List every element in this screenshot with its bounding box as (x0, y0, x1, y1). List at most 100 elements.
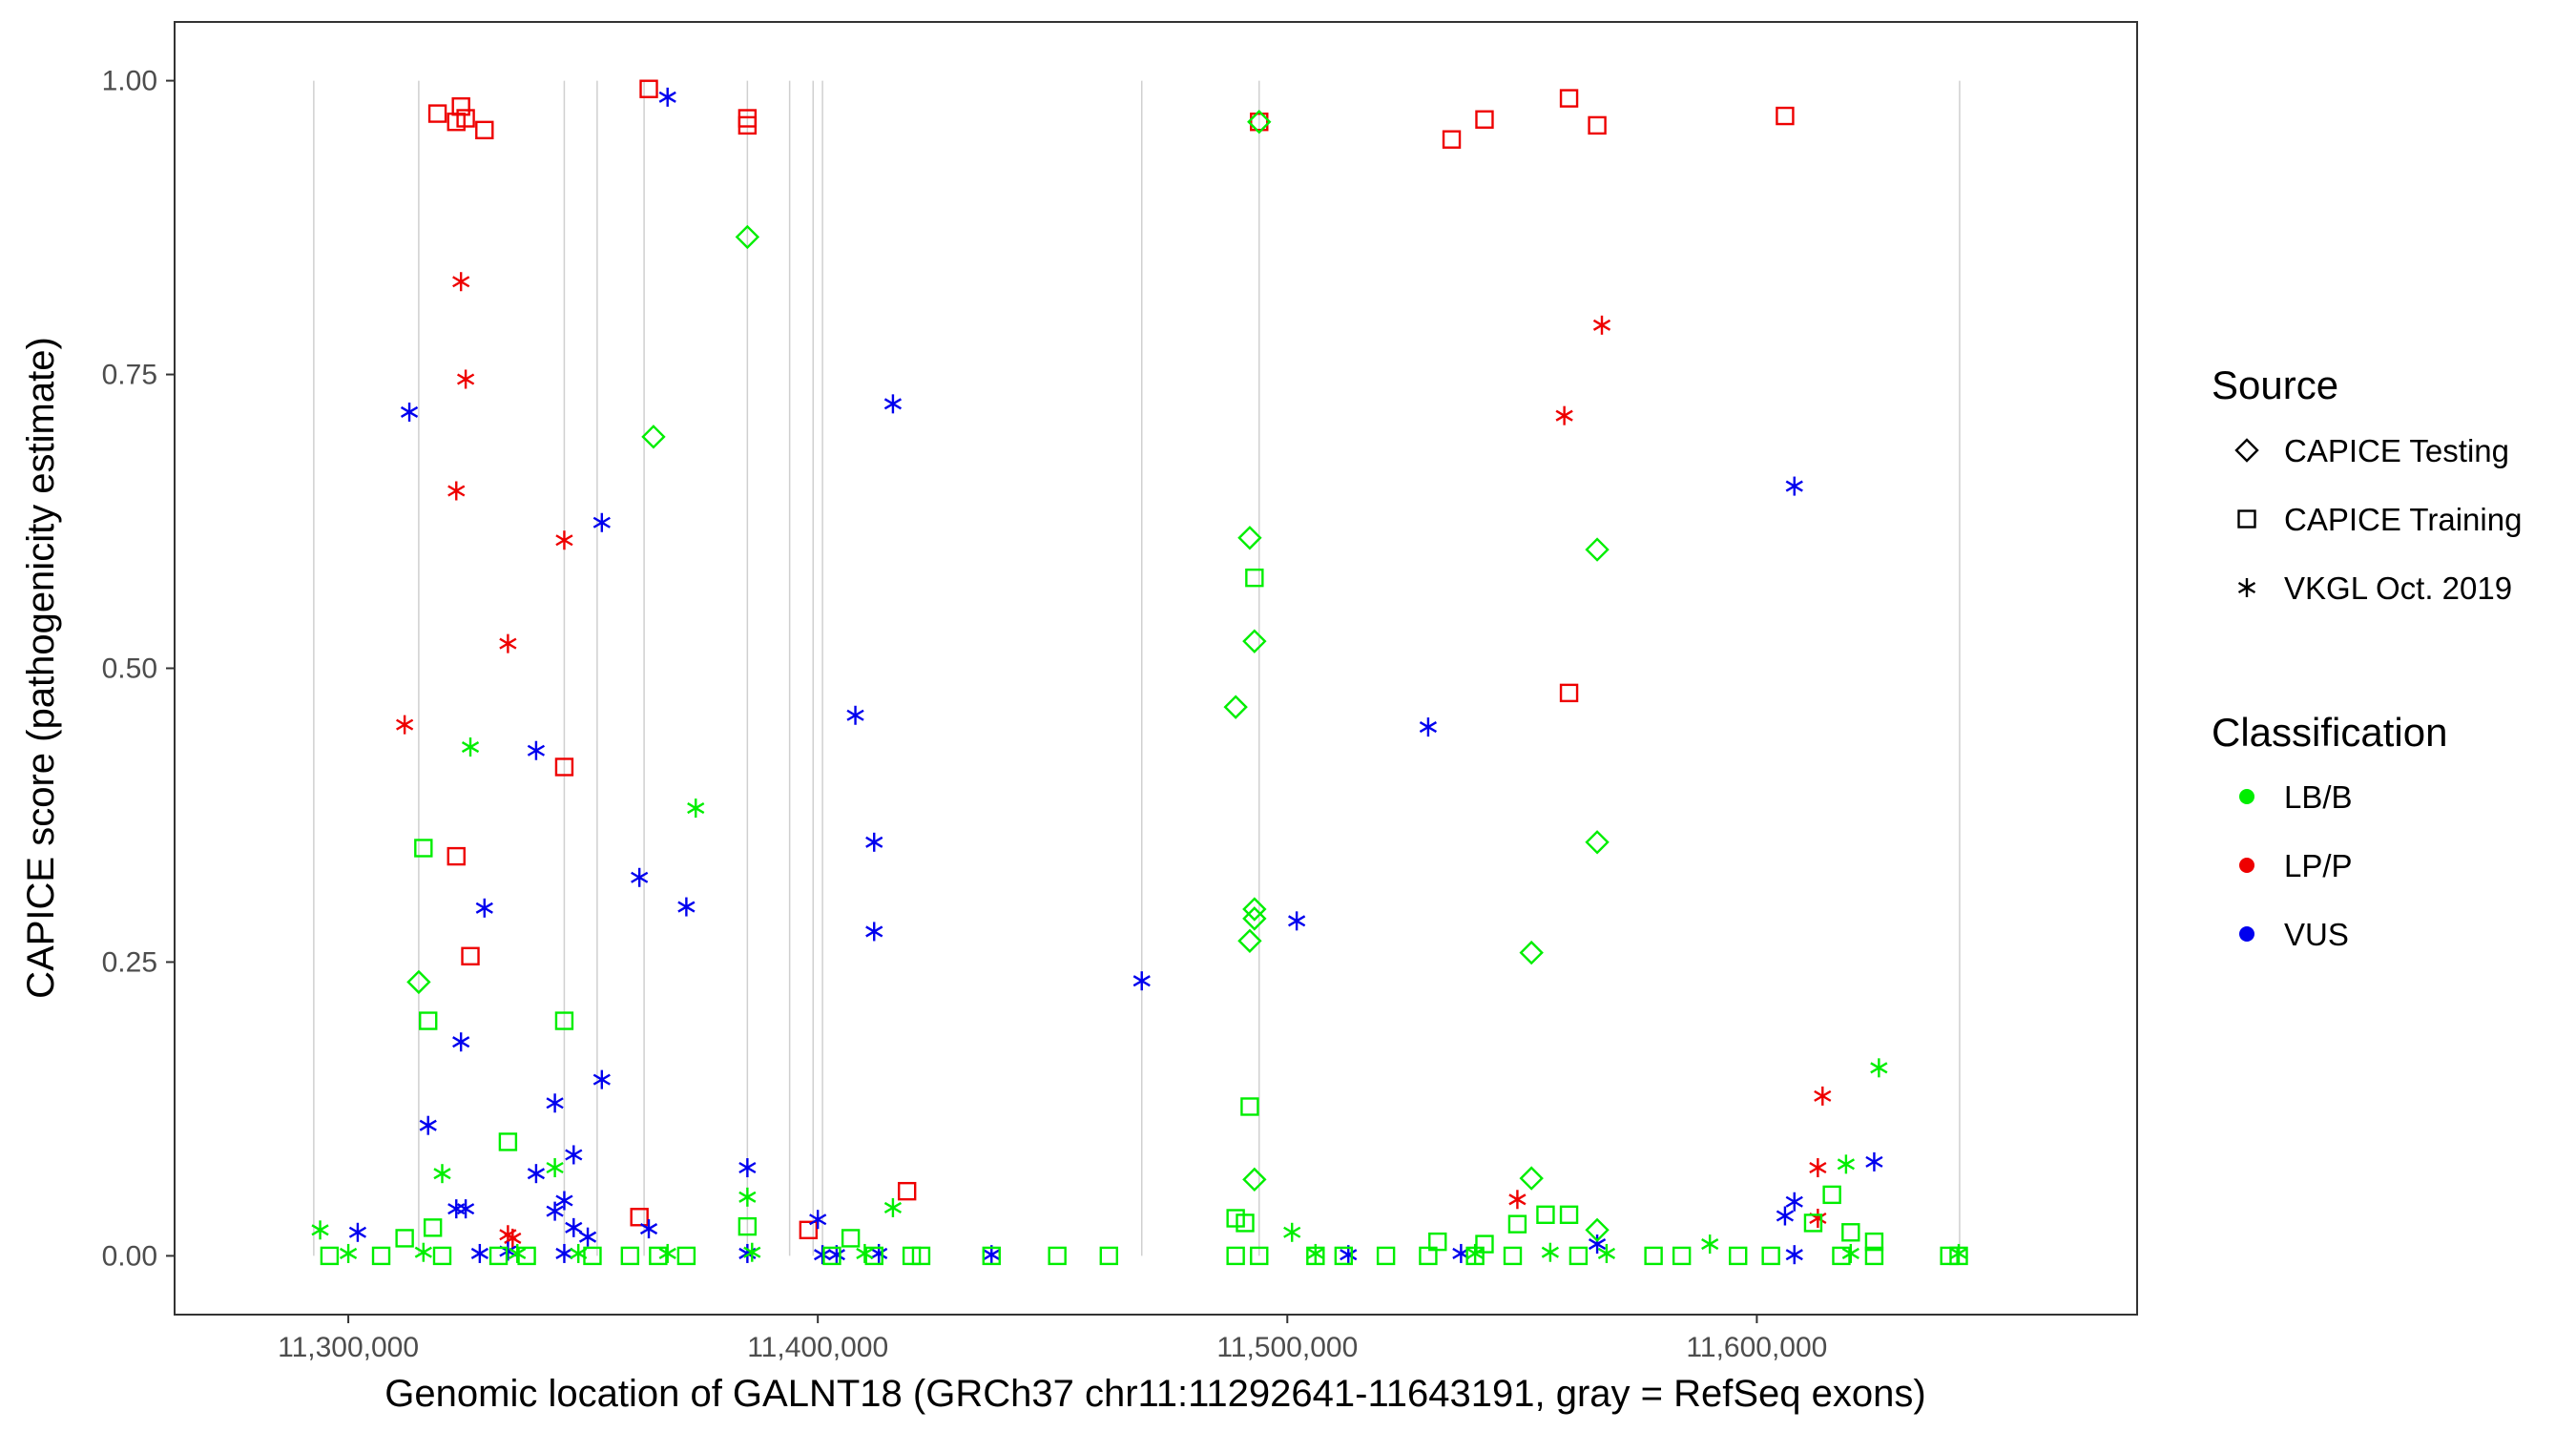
data-point (456, 369, 475, 389)
data-point (488, 1246, 509, 1266)
data-point (1223, 695, 1248, 719)
data-point (982, 1246, 1001, 1266)
legend-source-label: CAPICE Training (2284, 502, 2522, 537)
data-point (1940, 1246, 1959, 1266)
data-point (1776, 1206, 1795, 1226)
data-point (470, 1243, 488, 1263)
data-point (1832, 1246, 1851, 1266)
data-point (555, 1243, 573, 1263)
data-point (1237, 928, 1262, 953)
x-tick-label: 11,400,000 (747, 1332, 888, 1363)
data-point (452, 1032, 470, 1052)
data-point (809, 1210, 827, 1230)
data-point (1334, 1246, 1354, 1266)
data-point (423, 1218, 443, 1237)
data-point (320, 1246, 340, 1266)
data-point (911, 1246, 931, 1266)
data-point (456, 1199, 475, 1219)
data-point (658, 87, 676, 107)
data-point (414, 1242, 432, 1262)
data-point (447, 846, 466, 866)
data-point (1236, 1213, 1255, 1233)
data-point (1585, 537, 1610, 562)
data-point (1541, 1242, 1559, 1262)
data-point (1419, 717, 1438, 737)
series-vus (348, 87, 1883, 1265)
data-point (1785, 476, 1803, 496)
data-point (841, 1229, 861, 1248)
data-point (1132, 971, 1151, 991)
legend: Source Classification CAPICE TestingCAPI… (2212, 363, 2522, 952)
data-point (475, 120, 494, 140)
data-point (504, 1228, 522, 1248)
data-point (1250, 1246, 1269, 1266)
data-point (570, 1243, 588, 1263)
data-point (676, 1246, 696, 1266)
data-point (1466, 1243, 1485, 1263)
data-point (1475, 110, 1494, 129)
data-point (461, 946, 480, 965)
data-point (555, 530, 573, 550)
data-point (1507, 1214, 1527, 1234)
data-point (738, 1158, 757, 1178)
data-point (1306, 1243, 1324, 1263)
data-point (1672, 1246, 1692, 1266)
data-point (517, 1246, 536, 1266)
data-point (677, 897, 696, 917)
data-point (1785, 1245, 1803, 1265)
data-point (737, 1216, 758, 1236)
data-point (509, 1243, 527, 1263)
data-point (1503, 1246, 1523, 1266)
data-point (1559, 1205, 1579, 1224)
data-point (554, 1011, 574, 1030)
data-point (546, 1158, 564, 1178)
data-point (1729, 1246, 1748, 1266)
data-point (620, 1246, 640, 1266)
data-point (738, 1187, 757, 1207)
data-point (1837, 1154, 1856, 1174)
data-point (1559, 683, 1579, 703)
y-tick-label: 1.00 (102, 66, 157, 97)
data-point (348, 1222, 367, 1242)
data-point (1226, 1246, 1245, 1266)
data-point (565, 1145, 583, 1165)
data-point (546, 1201, 564, 1221)
legend-classification-items: LB/B LP/P VUS (2239, 779, 2353, 952)
data-point (1536, 1205, 1555, 1224)
data-point (400, 402, 419, 422)
data-point (311, 1220, 329, 1240)
data-point (456, 109, 475, 128)
data-point (1864, 1246, 1884, 1266)
data-point (639, 1219, 658, 1239)
legend-class-label: LP/P (2284, 848, 2353, 883)
data-point (865, 922, 883, 942)
y-axis: 0.00 0.25 0.50 0.75 1.00 (102, 66, 175, 1272)
data-point (1475, 1234, 1494, 1254)
data-point (1226, 1209, 1245, 1228)
data-point (856, 1243, 874, 1263)
data-point (883, 1197, 903, 1217)
legend-key-asterisk (2237, 578, 2256, 597)
data-point (432, 1246, 452, 1266)
data-point (406, 969, 431, 995)
x-tick-label: 11,600,000 (1686, 1332, 1827, 1363)
data-point (1841, 1223, 1860, 1242)
data-point (592, 1069, 611, 1089)
data-point (1588, 1234, 1607, 1255)
data-point (1568, 1246, 1589, 1266)
data-point (743, 1242, 761, 1262)
data-point (799, 1220, 819, 1240)
data-point (1761, 1246, 1780, 1266)
legend-key-diamond (2234, 438, 2259, 463)
data-point (1592, 315, 1611, 335)
data-point (1247, 110, 1272, 135)
legend-classification-title: Classification (2212, 710, 2447, 755)
data-point (1870, 1058, 1888, 1078)
data-point (1250, 113, 1269, 132)
y-axis-title: CAPICE score (pathogenicity estimate) (20, 337, 62, 999)
data-point (1242, 629, 1267, 653)
data-point (1242, 897, 1267, 922)
data-point (427, 104, 447, 123)
x-tick-label: 11,500,000 (1216, 1332, 1358, 1363)
data-point (1099, 1246, 1118, 1266)
